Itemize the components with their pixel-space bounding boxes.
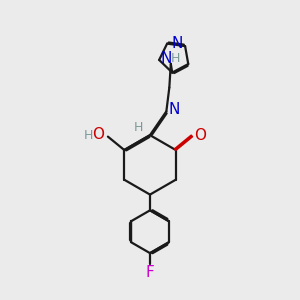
Text: N: N <box>161 51 172 66</box>
Text: F: F <box>146 265 154 280</box>
Text: H: H <box>134 121 143 134</box>
Text: N: N <box>172 36 183 51</box>
Text: H: H <box>84 129 93 142</box>
Text: H: H <box>171 52 180 65</box>
Text: O: O <box>92 127 104 142</box>
Text: N: N <box>168 102 179 117</box>
Text: O: O <box>194 128 206 142</box>
